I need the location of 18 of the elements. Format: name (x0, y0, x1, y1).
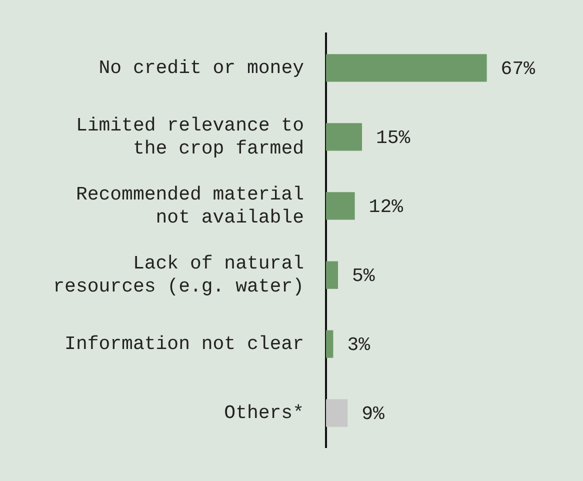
bar (326, 330, 334, 358)
data-label: 12% (368, 196, 404, 218)
y-tick-label: Others* (224, 402, 304, 424)
data-label: 3% (347, 334, 371, 356)
data-label: 5% (352, 265, 376, 288)
data-label: 9% (362, 403, 385, 426)
bar (326, 261, 338, 289)
y-tick-label: Recommended material not available (76, 184, 304, 228)
data-label: 15% (376, 126, 411, 149)
y-tick-label: Lack of natural resources (e.g. water) (53, 252, 304, 298)
y-tick-label: No credit or money (98, 56, 304, 79)
y-tick-label: Limited relevance to the crop farmed (76, 114, 304, 160)
bar (326, 399, 348, 427)
data-label: 67% (500, 58, 536, 80)
y-tick-label: Information not clear (64, 333, 304, 356)
bar (326, 192, 355, 220)
bar (326, 123, 362, 151)
bar (326, 54, 487, 82)
